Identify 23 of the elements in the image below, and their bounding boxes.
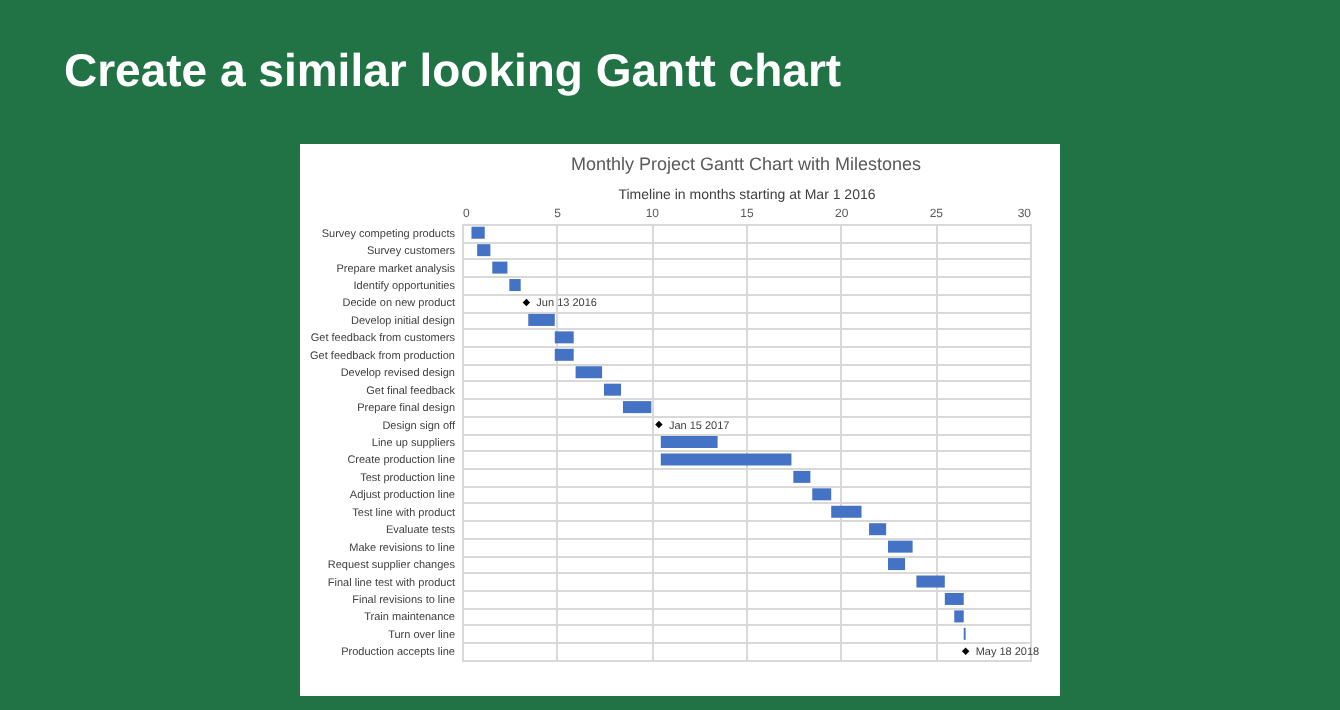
bar bbox=[528, 313, 555, 326]
bar bbox=[477, 244, 491, 257]
bar bbox=[831, 505, 862, 518]
bar bbox=[509, 279, 521, 292]
bar bbox=[954, 610, 964, 623]
bar bbox=[660, 436, 718, 448]
bar bbox=[622, 401, 652, 414]
bar bbox=[888, 540, 913, 553]
chart-title: Create a similar looking Gantt chart bbox=[64, 44, 842, 98]
bar bbox=[916, 575, 945, 588]
bar bbox=[869, 523, 887, 536]
bar bbox=[944, 592, 964, 605]
bar bbox=[554, 331, 574, 344]
bar bbox=[793, 470, 811, 483]
bar bbox=[660, 453, 792, 466]
bar bbox=[888, 558, 906, 571]
bar bbox=[471, 226, 485, 239]
bar bbox=[492, 261, 508, 274]
chart-subtitle: Monthly Project Gantt Chart with Milestones bbox=[570, 154, 923, 174]
bar bbox=[604, 383, 622, 396]
bar bbox=[575, 366, 603, 379]
bar bbox=[812, 488, 832, 501]
bar bbox=[554, 348, 574, 361]
